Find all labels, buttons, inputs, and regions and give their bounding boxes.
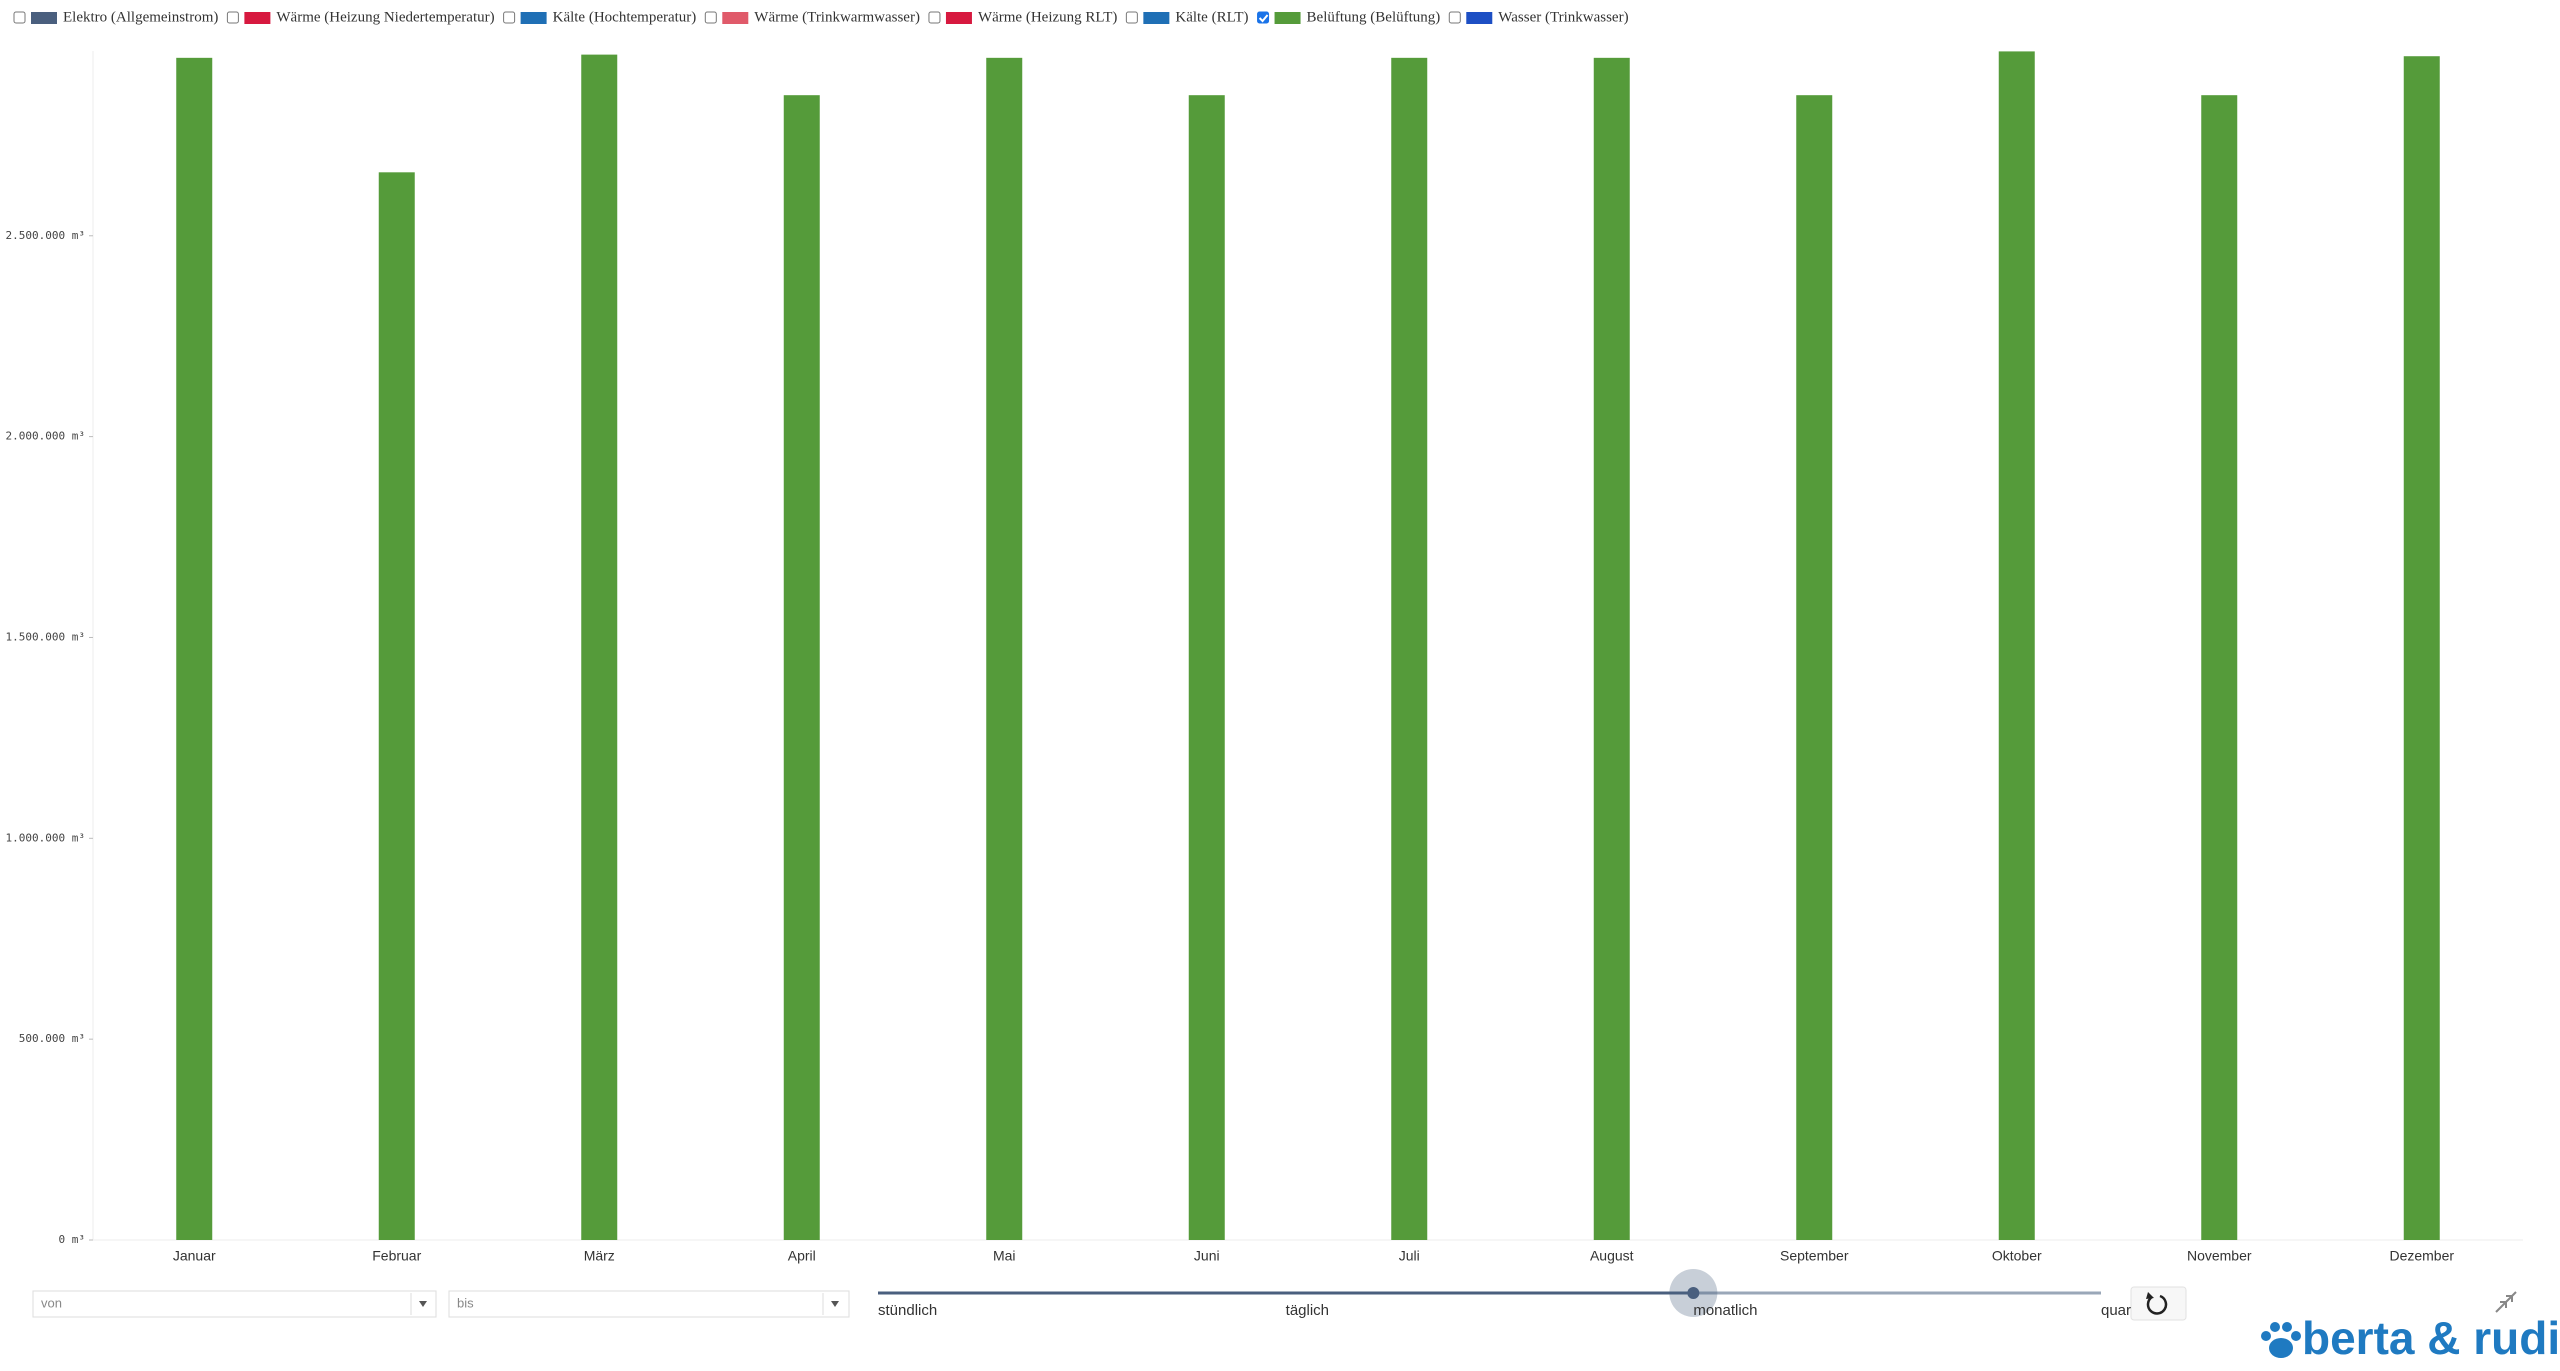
y-tick-label: 500.000 m³ bbox=[19, 1032, 85, 1045]
bar bbox=[783, 95, 820, 1241]
legend-label: Wärme (Heizung Niedertemperatur) bbox=[276, 9, 494, 25]
slider-knob[interactable] bbox=[1687, 1287, 1700, 1299]
legend-label: Wärme (Trinkwarmwasser) bbox=[754, 9, 920, 25]
legend-label: Kälte (RLT) bbox=[1175, 9, 1248, 25]
legend-swatch bbox=[520, 12, 547, 24]
bar bbox=[176, 57, 213, 1240]
bar bbox=[1796, 95, 1833, 1241]
bar bbox=[581, 54, 618, 1240]
reset-button[interactable] bbox=[2130, 1286, 2187, 1321]
legend-label: Belüftung (Belüftung) bbox=[1307, 9, 1441, 25]
legend-checkbox[interactable] bbox=[928, 11, 941, 24]
x-tick-label: August bbox=[1590, 1248, 1634, 1264]
x-tick-label: März bbox=[584, 1248, 615, 1264]
legend-swatch bbox=[945, 12, 972, 24]
bar bbox=[986, 57, 1023, 1240]
logo-paw bbox=[2261, 1322, 2301, 1358]
bar bbox=[1593, 57, 1630, 1240]
legend-swatch bbox=[31, 12, 57, 24]
x-tick-label: Juni bbox=[1194, 1248, 1220, 1264]
legend-checkbox[interactable] bbox=[1448, 11, 1461, 24]
bar bbox=[2201, 95, 2238, 1241]
y-tick-label: 1.500.000 m³ bbox=[6, 630, 85, 643]
x-tick-label: Februar bbox=[372, 1248, 421, 1264]
x-tick-label: Juli bbox=[1399, 1248, 1420, 1264]
resolution-label[interactable]: täglich bbox=[1286, 1302, 1329, 1319]
resolution-label[interactable]: stündlich bbox=[878, 1302, 937, 1319]
y-tick-label: 1.000.000 m³ bbox=[6, 831, 85, 844]
legend: Elektro (Allgemeinstrom) Wärme (Heizung N… bbox=[13, 9, 1629, 25]
x-tick-label: Mai bbox=[993, 1248, 1016, 1264]
x-tick-label: April bbox=[788, 1248, 816, 1264]
bar bbox=[2403, 56, 2440, 1241]
x-tick-label: Januar bbox=[173, 1248, 216, 1264]
x-tick-label: November bbox=[2187, 1248, 2252, 1264]
resolution-label[interactable]: monatlich bbox=[1693, 1302, 1757, 1319]
logo: berta & rudi bbox=[2302, 1312, 2560, 1364]
legend-label: Kälte (Hochtemperatur) bbox=[553, 9, 697, 25]
legend-checkbox[interactable] bbox=[13, 11, 26, 24]
to-placeholder: bis bbox=[457, 1295, 474, 1310]
from-placeholder: von bbox=[41, 1295, 62, 1310]
legend-swatch bbox=[1143, 12, 1170, 24]
y-tick-label: 2.000.000 m³ bbox=[6, 430, 85, 443]
check-mark bbox=[1258, 14, 1269, 23]
bar bbox=[1998, 51, 2035, 1240]
legend-swatch bbox=[722, 12, 749, 24]
legend-label: Wasser (Trinkwasser) bbox=[1498, 9, 1628, 25]
legend-swatch bbox=[244, 12, 271, 24]
legend-checkbox[interactable] bbox=[1257, 11, 1270, 24]
legend-swatch bbox=[1466, 12, 1493, 24]
legend-checkbox[interactable] bbox=[704, 11, 717, 24]
legend-label: Elektro (Allgemeinstrom) bbox=[63, 9, 218, 25]
bar bbox=[1391, 57, 1428, 1240]
legend-checkbox[interactable] bbox=[1125, 11, 1138, 24]
collapse-icon[interactable] bbox=[2495, 1291, 2517, 1313]
resolution-label[interactable]: quar bbox=[2101, 1302, 2131, 1319]
legend-label: Wärme (Heizung RLT) bbox=[978, 9, 1117, 25]
legend-checkbox[interactable] bbox=[226, 11, 239, 24]
x-tick-label: September bbox=[1780, 1248, 1849, 1264]
x-tick-label: Dezember bbox=[2389, 1248, 2454, 1264]
x-tick-label: Oktober bbox=[1992, 1248, 2042, 1264]
legend-swatch bbox=[1274, 12, 1301, 24]
legend-checkbox[interactable] bbox=[503, 11, 516, 24]
bar bbox=[378, 172, 415, 1240]
from-select[interactable]: von bbox=[32, 1290, 437, 1318]
bar bbox=[1188, 95, 1225, 1241]
y-tick-label: 2.500.000 m³ bbox=[6, 229, 85, 242]
y-tick-label: 0 m³ bbox=[59, 1233, 86, 1246]
to-select[interactable]: bis bbox=[448, 1290, 850, 1318]
